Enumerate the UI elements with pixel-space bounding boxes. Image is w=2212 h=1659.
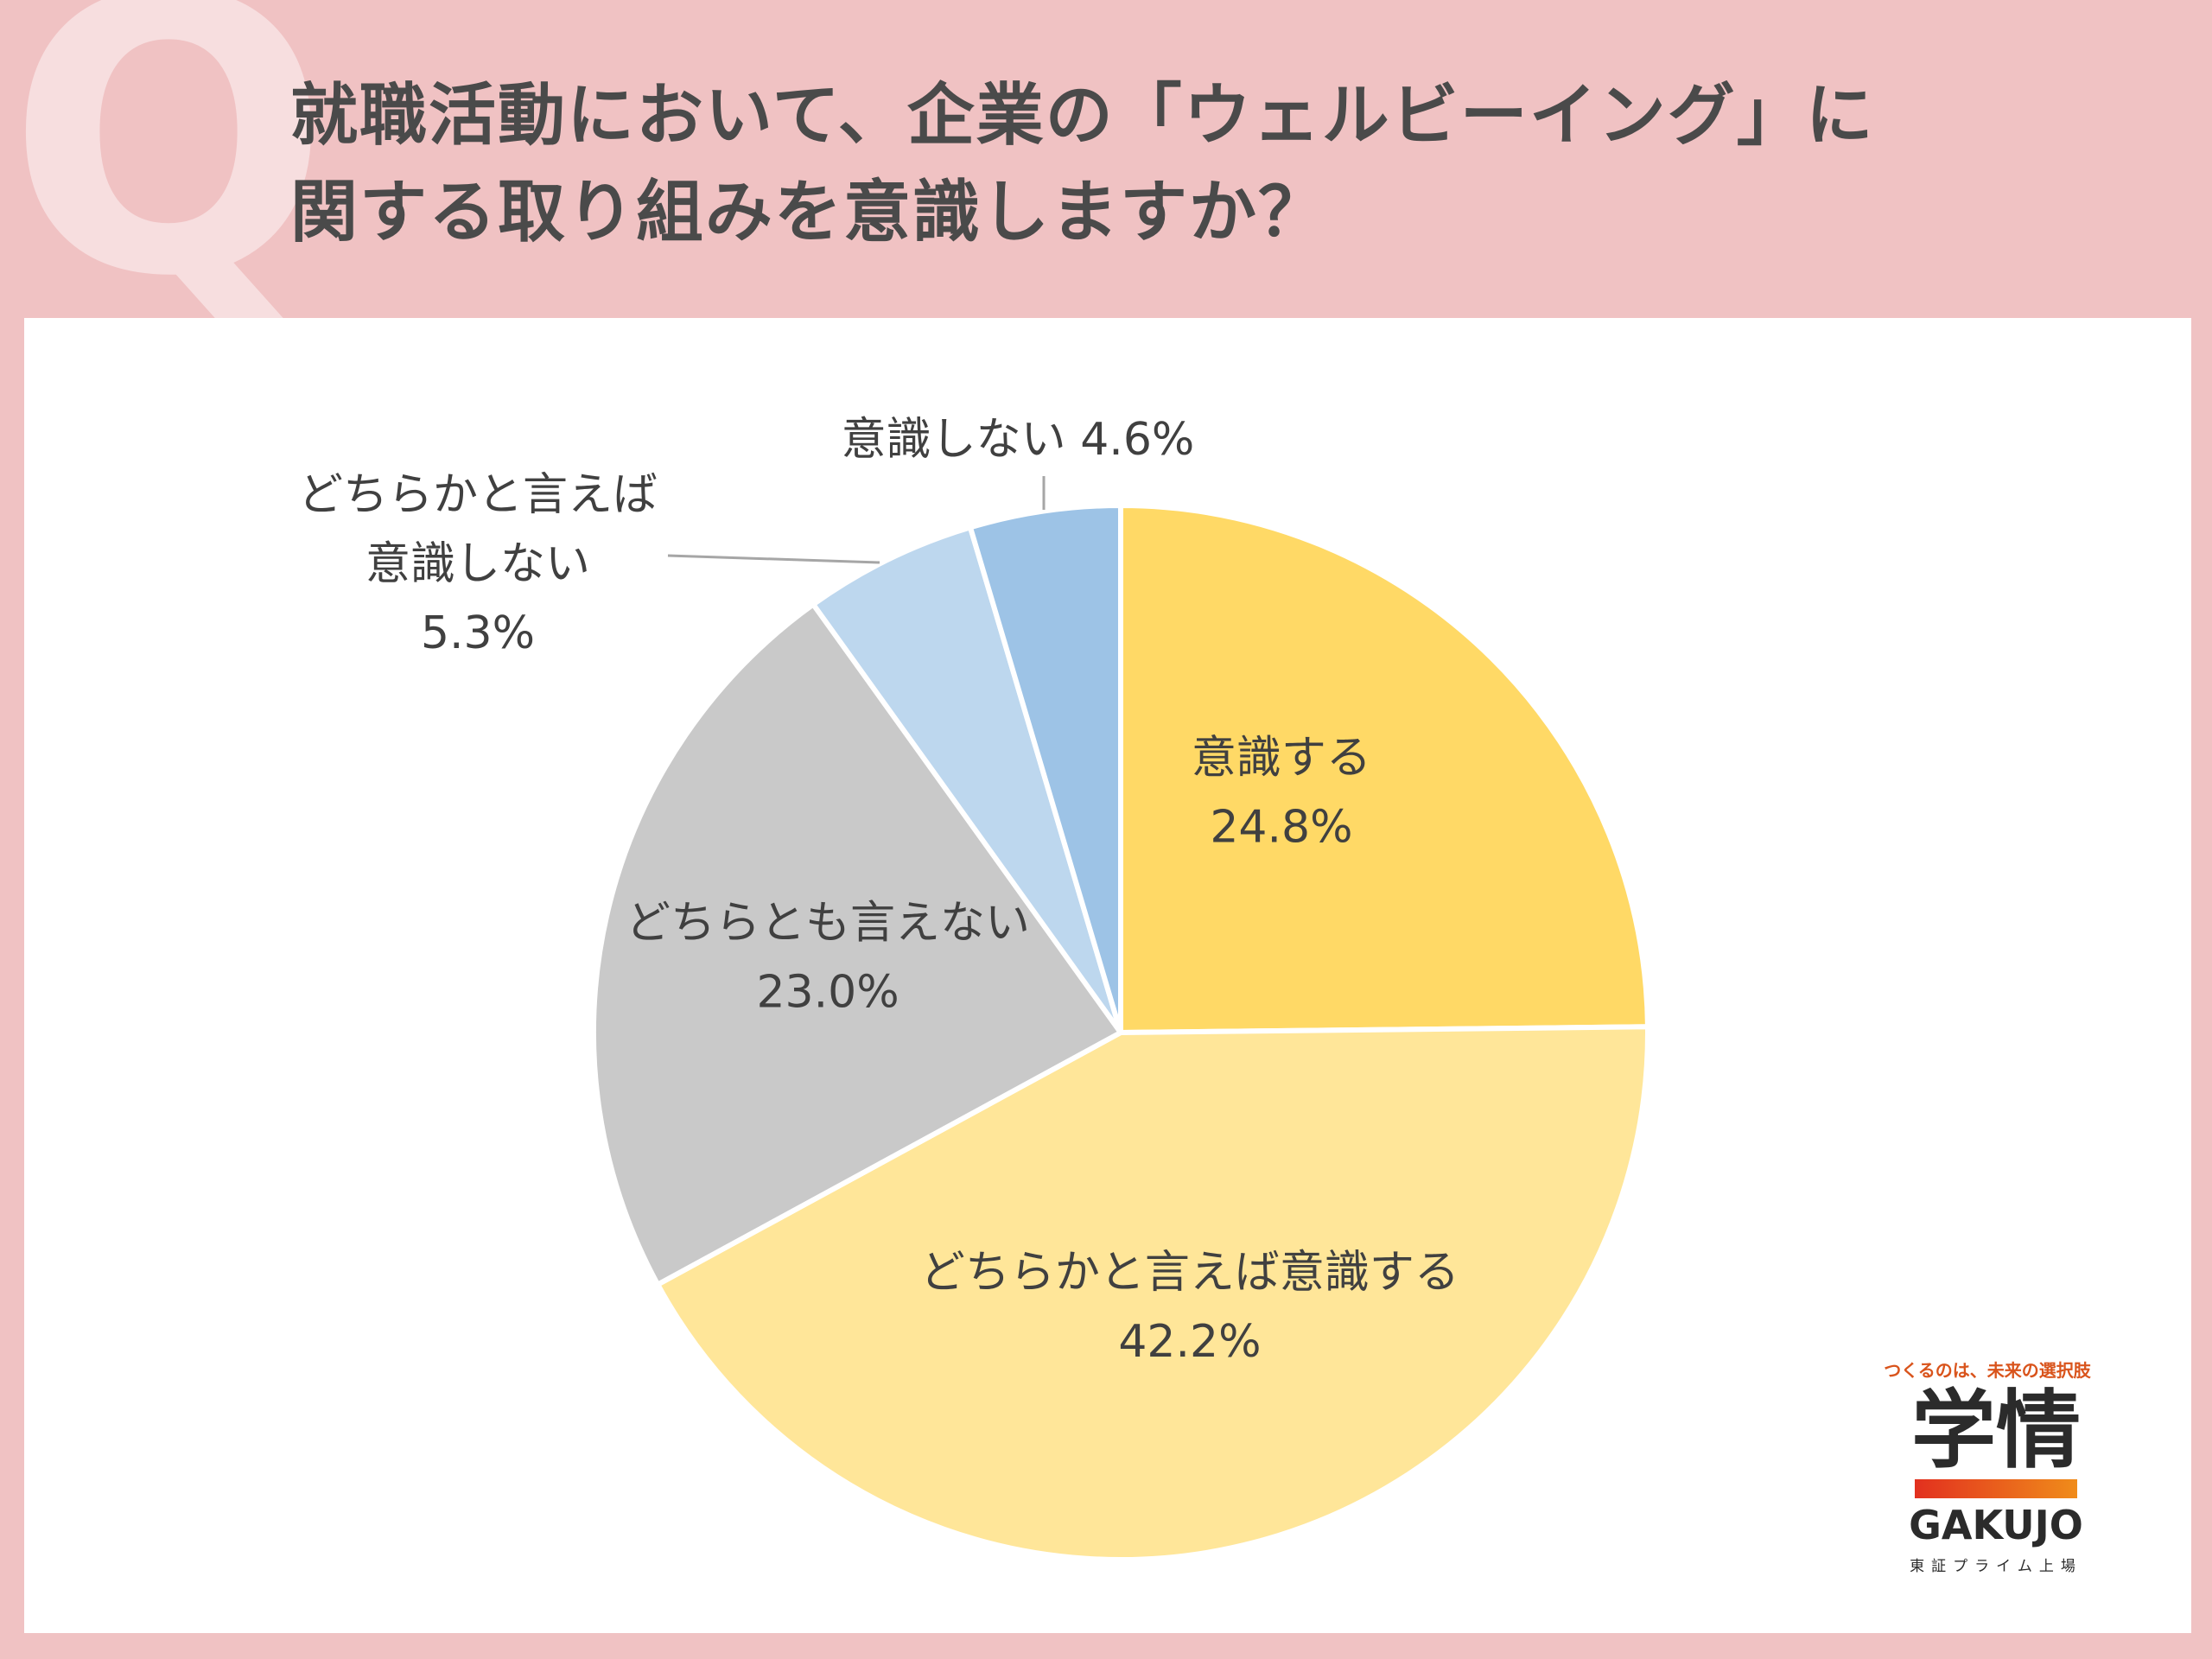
pie-slice-4 <box>810 524 1123 1035</box>
pie-labels: 意識する 24.8% どちらかと言えば意識する 42.2% どちらとも言えない 23.0%… <box>298 414 1459 1368</box>
pie-chart: 意識する 24.8% どちらかと言えば意識する 42.2% どちらとも言えない 23.0%… <box>298 414 1650 1562</box>
slice-value-1: 24.8% <box>1210 801 1352 853</box>
slice-value-4: 5.3% <box>421 607 535 659</box>
slice-label-3: どちらとも言えない <box>626 897 1030 949</box>
question-line-2: 関する取り組みを意識しますか？ <box>290 174 1328 251</box>
pie-slices <box>591 503 1650 1562</box>
pie-slice-1 <box>1118 503 1650 1035</box>
logo-name-en: GAKUJO <box>1909 1501 2083 1548</box>
slice-label-5: 意識しない 4.6% <box>842 414 1195 466</box>
slice-label-1: 意識する <box>1192 732 1371 784</box>
slice-label-4-line-1: どちらかと言えば <box>298 469 658 521</box>
pie-slice-3 <box>591 601 1123 1287</box>
slice-value-3: 23.0% <box>756 966 899 1018</box>
question-title: 就職活動において、企業の「ウェルビーイング」に 関する取り組みを意識しますか？ <box>290 67 2191 261</box>
logo-bar <box>1915 1478 2077 1498</box>
chart-panel: 意識する 24.8% どちらかと言えば意識する 42.2% どちらとも言えない 23.0%… <box>24 318 2191 1633</box>
gakujo-logo: つくるのは、未来の選択肢 学情 GAKUJO 東証プライム上場 <box>1866 1357 2126 1575</box>
slice-label-4-line-2: 意識しない <box>365 538 590 590</box>
logo-tagline: つくるのは、未来の選択肢 <box>1884 1360 2091 1381</box>
leader-line-4 <box>667 554 880 564</box>
logo-subtitle: 東証プライム上場 <box>1910 1557 2082 1575</box>
question-line-1: 就職活動において、企業の「ウェルビーイング」に <box>290 77 1875 155</box>
q-mark-decoration: Q <box>7 0 331 359</box>
leader-lines <box>667 476 1046 564</box>
pie-slice-2 <box>655 1024 1650 1562</box>
pie-slice-5 <box>967 503 1123 1035</box>
slice-value-2: 42.2% <box>1118 1316 1261 1368</box>
logo-name-jp: 学情 <box>1910 1382 2081 1480</box>
slice-label-2: どちらかと言えば意識する <box>920 1247 1459 1299</box>
